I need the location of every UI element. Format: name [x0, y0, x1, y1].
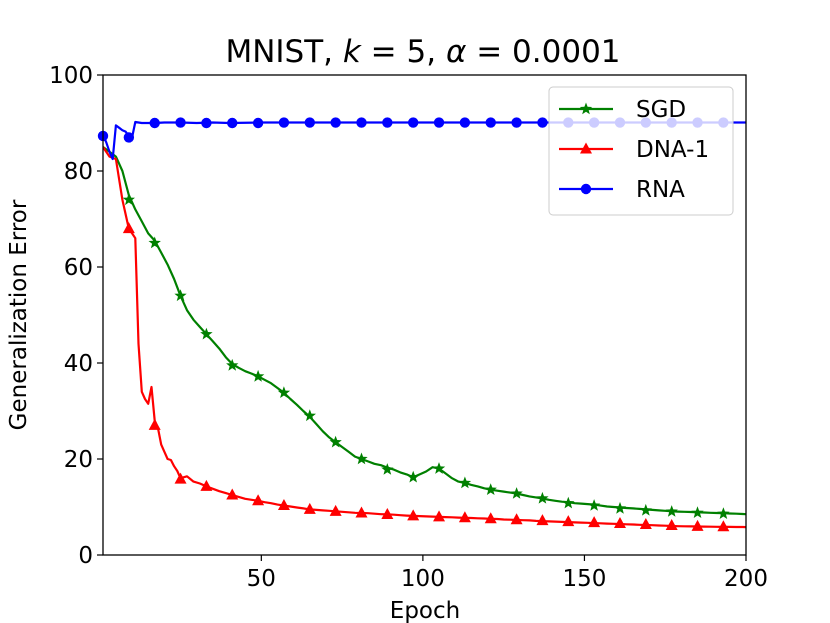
- series-marker-dna-1: [329, 504, 342, 516]
- y-axis-label: Generalization Error: [6, 199, 32, 430]
- y-axis: 0 20 40 60 80 100: [49, 63, 103, 569]
- series-marker-sgd: [691, 506, 704, 518]
- x-tick-label: 150: [562, 566, 606, 592]
- series-marker-dna-1: [510, 513, 523, 525]
- series-marker-dna-1: [355, 506, 368, 518]
- series-marker-dna-1: [148, 418, 161, 430]
- series-marker-sgd: [407, 470, 420, 483]
- series-marker-dna-1: [174, 472, 187, 484]
- series-marker-sgd: [458, 476, 472, 489]
- series-marker-sgd: [510, 487, 523, 499]
- y-tick-label: 60: [64, 255, 93, 281]
- series-marker-rna: [433, 117, 445, 128]
- series-marker-dna-1: [613, 517, 626, 529]
- legend-label-sgd: SGD: [636, 97, 686, 123]
- series-marker-rna: [278, 117, 290, 128]
- series-marker-sgd: [665, 505, 678, 517]
- series-marker-rna: [382, 117, 393, 128]
- series-marker-sgd: [484, 483, 497, 495]
- x-tick-label: 50: [247, 566, 276, 592]
- series-marker-rna: [459, 117, 471, 128]
- series-marker-sgd: [200, 327, 213, 340]
- series-marker-rna: [252, 117, 264, 129]
- series-marker-dna-1: [536, 514, 549, 526]
- series-marker-dna-1: [691, 519, 704, 531]
- series-marker-dna-1: [303, 502, 316, 514]
- series-marker-dna-1: [562, 515, 575, 527]
- series-marker-sgd: [303, 409, 316, 422]
- series-marker-rna: [485, 117, 496, 128]
- series-line-dna-1: [103, 146, 746, 529]
- series-marker-sgd: [226, 358, 239, 371]
- series-marker-sgd: [174, 289, 187, 302]
- series-marker-dna-1: [639, 518, 652, 530]
- chart-title: MNIST, k = 5, α = 0.0001: [225, 34, 620, 70]
- x-axis: 50 100 150 200: [247, 555, 768, 592]
- series-marker-rna: [537, 117, 548, 128]
- series-marker-sgd: [717, 507, 730, 519]
- y-tick-label: 80: [64, 159, 93, 185]
- series-marker-rna: [201, 117, 212, 129]
- series-marker-sgd: [277, 386, 291, 398]
- y-tick-label: 100: [49, 63, 93, 89]
- series-marker-rna: [407, 117, 419, 128]
- series-marker-sgd: [381, 463, 394, 475]
- series-marker-rna: [356, 117, 367, 128]
- series-marker-sgd: [562, 496, 575, 509]
- series-marker-rna: [175, 117, 186, 128]
- series-marker-dna-1: [122, 222, 135, 234]
- series-marker-sgd: [613, 501, 627, 514]
- series-marker-rna: [304, 117, 315, 128]
- series-marker-dna-1: [717, 520, 730, 532]
- series-marker-dna-1: [252, 494, 265, 506]
- series-marker-sgd: [122, 193, 135, 206]
- title-alpha-symbol: α: [446, 34, 466, 70]
- series-marker-sgd: [329, 435, 342, 448]
- series-marker-sgd: [148, 236, 161, 249]
- y-tick-label: 0: [78, 543, 93, 569]
- plot-frame: [102, 74, 747, 556]
- series-marker-dna-1: [277, 499, 290, 511]
- series-marker-rna: [149, 117, 160, 129]
- title-k-value: = 5,: [361, 34, 446, 70]
- series-marker-sgd: [536, 491, 549, 504]
- title-k-symbol: k: [343, 34, 362, 70]
- series-marker-dna-1: [200, 479, 213, 491]
- series-marker-dna-1: [407, 509, 420, 521]
- y-tick-label: 20: [64, 447, 93, 473]
- x-tick-label: 100: [401, 566, 445, 592]
- series-marker-dna-1: [484, 512, 497, 524]
- y-tick-label: 40: [64, 351, 93, 377]
- series-marker-rna: [227, 117, 238, 129]
- series-marker-sgd: [588, 499, 601, 511]
- series-marker-dna-1: [665, 518, 678, 530]
- series-marker-sgd: [355, 452, 368, 465]
- series-marker-sgd: [432, 462, 446, 474]
- series-marker-dna-1: [433, 510, 446, 522]
- series-marker-sgd: [251, 369, 265, 382]
- legend-marker-dna-1: [580, 142, 592, 154]
- legend-marker-rna: [580, 183, 592, 195]
- series-marker-dna-1: [588, 516, 601, 528]
- title-prefix: MNIST,: [225, 34, 342, 70]
- legend: SGD DNA-1 RNA: [548, 86, 734, 216]
- legend-box: [548, 86, 734, 216]
- x-axis-label: Epoch: [390, 598, 460, 623]
- series-marker-dna-1: [458, 511, 471, 523]
- legend-label-dna-1: DNA-1: [636, 137, 709, 163]
- x-tick-label: 200: [724, 566, 768, 592]
- title-alpha-value: = 0.0001: [466, 34, 620, 70]
- series-marker-rna: [123, 132, 135, 143]
- series-marker-rna: [330, 117, 341, 128]
- legend-label-rna: RNA: [636, 177, 685, 203]
- legend-marker-sgd: [579, 102, 593, 115]
- series-marker-rna: [511, 117, 522, 128]
- series-marker-dna-1: [381, 507, 394, 519]
- series-marker-dna-1: [226, 488, 239, 500]
- series-marker-sgd: [639, 503, 652, 516]
